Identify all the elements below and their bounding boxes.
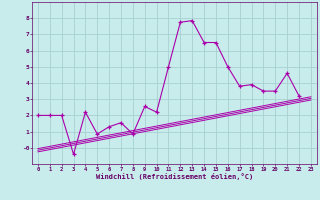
X-axis label: Windchill (Refroidissement éolien,°C): Windchill (Refroidissement éolien,°C)	[96, 173, 253, 180]
